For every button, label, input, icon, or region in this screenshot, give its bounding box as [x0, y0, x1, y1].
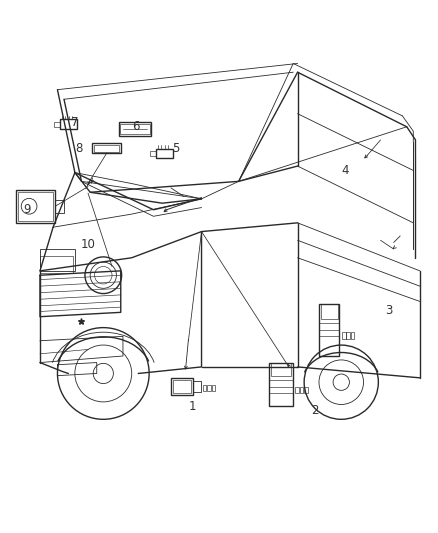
- Bar: [304, 387, 307, 393]
- Bar: [120, 124, 150, 134]
- Bar: [193, 381, 201, 392]
- Bar: [40, 256, 73, 273]
- Bar: [351, 333, 354, 338]
- Bar: [119, 123, 151, 135]
- Bar: [94, 144, 120, 152]
- Bar: [272, 362, 291, 376]
- Bar: [18, 192, 53, 221]
- Text: 5: 5: [172, 142, 179, 155]
- Bar: [155, 149, 173, 158]
- Bar: [203, 385, 206, 391]
- Bar: [150, 151, 155, 156]
- Text: 8: 8: [76, 142, 83, 155]
- Text: 4: 4: [342, 164, 350, 177]
- Text: 1: 1: [189, 400, 197, 413]
- Bar: [346, 333, 350, 338]
- Text: 9: 9: [23, 203, 31, 216]
- Bar: [207, 385, 211, 391]
- Bar: [319, 304, 339, 356]
- Bar: [54, 122, 60, 127]
- Bar: [321, 304, 338, 319]
- Bar: [269, 362, 293, 406]
- Bar: [295, 387, 299, 393]
- Bar: [171, 378, 193, 395]
- Bar: [342, 333, 346, 338]
- Bar: [16, 190, 55, 223]
- Text: 2: 2: [311, 404, 319, 417]
- Bar: [173, 380, 191, 393]
- Bar: [212, 385, 215, 391]
- Bar: [92, 143, 121, 153]
- Text: 3: 3: [385, 304, 393, 317]
- Text: 6: 6: [132, 120, 140, 133]
- Bar: [60, 119, 77, 129]
- Text: 7: 7: [71, 116, 79, 129]
- Bar: [300, 387, 303, 393]
- Text: 10: 10: [81, 238, 95, 251]
- Bar: [40, 249, 75, 271]
- Bar: [55, 200, 64, 213]
